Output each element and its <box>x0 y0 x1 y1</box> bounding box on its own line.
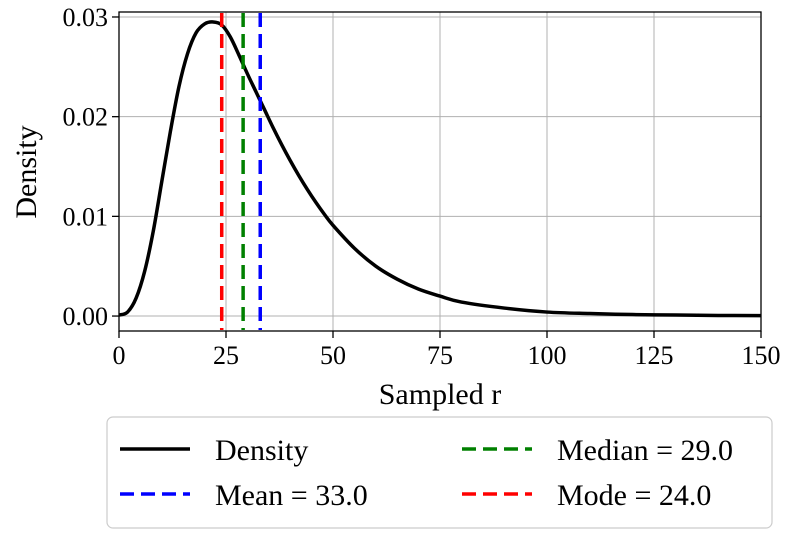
y-tick-label: 0.02 <box>63 103 109 132</box>
plot-area <box>118 13 762 330</box>
x-axis: 0 25 50 75 100 125 150 <box>113 331 781 370</box>
x-tick-label: 150 <box>742 341 781 370</box>
x-tick-label: 100 <box>528 341 567 370</box>
legend-label-density: Density <box>215 434 308 467</box>
legend-label-mode: Mode = 24.0 <box>557 479 711 512</box>
legend-label-median: Median = 29.0 <box>557 434 733 467</box>
x-tick-label: 75 <box>427 341 453 370</box>
x-tick-label: 50 <box>320 341 346 370</box>
y-axis: 0.00 0.01 0.02 0.03 <box>63 3 119 331</box>
x-tick-label: 0 <box>113 341 126 370</box>
density-curve <box>118 20 762 318</box>
legend-frame <box>106 416 773 529</box>
legend: Density Median = 29.0 Mean = 33.0 Mode =… <box>106 416 773 529</box>
y-tick-label: 0.03 <box>63 3 109 32</box>
grid <box>118 12 762 331</box>
y-tick-label: 0.01 <box>63 202 109 231</box>
y-axis-label: Density <box>10 125 43 218</box>
x-tick-label: 125 <box>635 341 674 370</box>
legend-label-mean: Mean = 33.0 <box>215 479 368 512</box>
x-tick-label: 25 <box>213 341 239 370</box>
x-axis-label: Sampled r <box>379 378 501 411</box>
y-tick-label: 0.00 <box>63 302 109 331</box>
